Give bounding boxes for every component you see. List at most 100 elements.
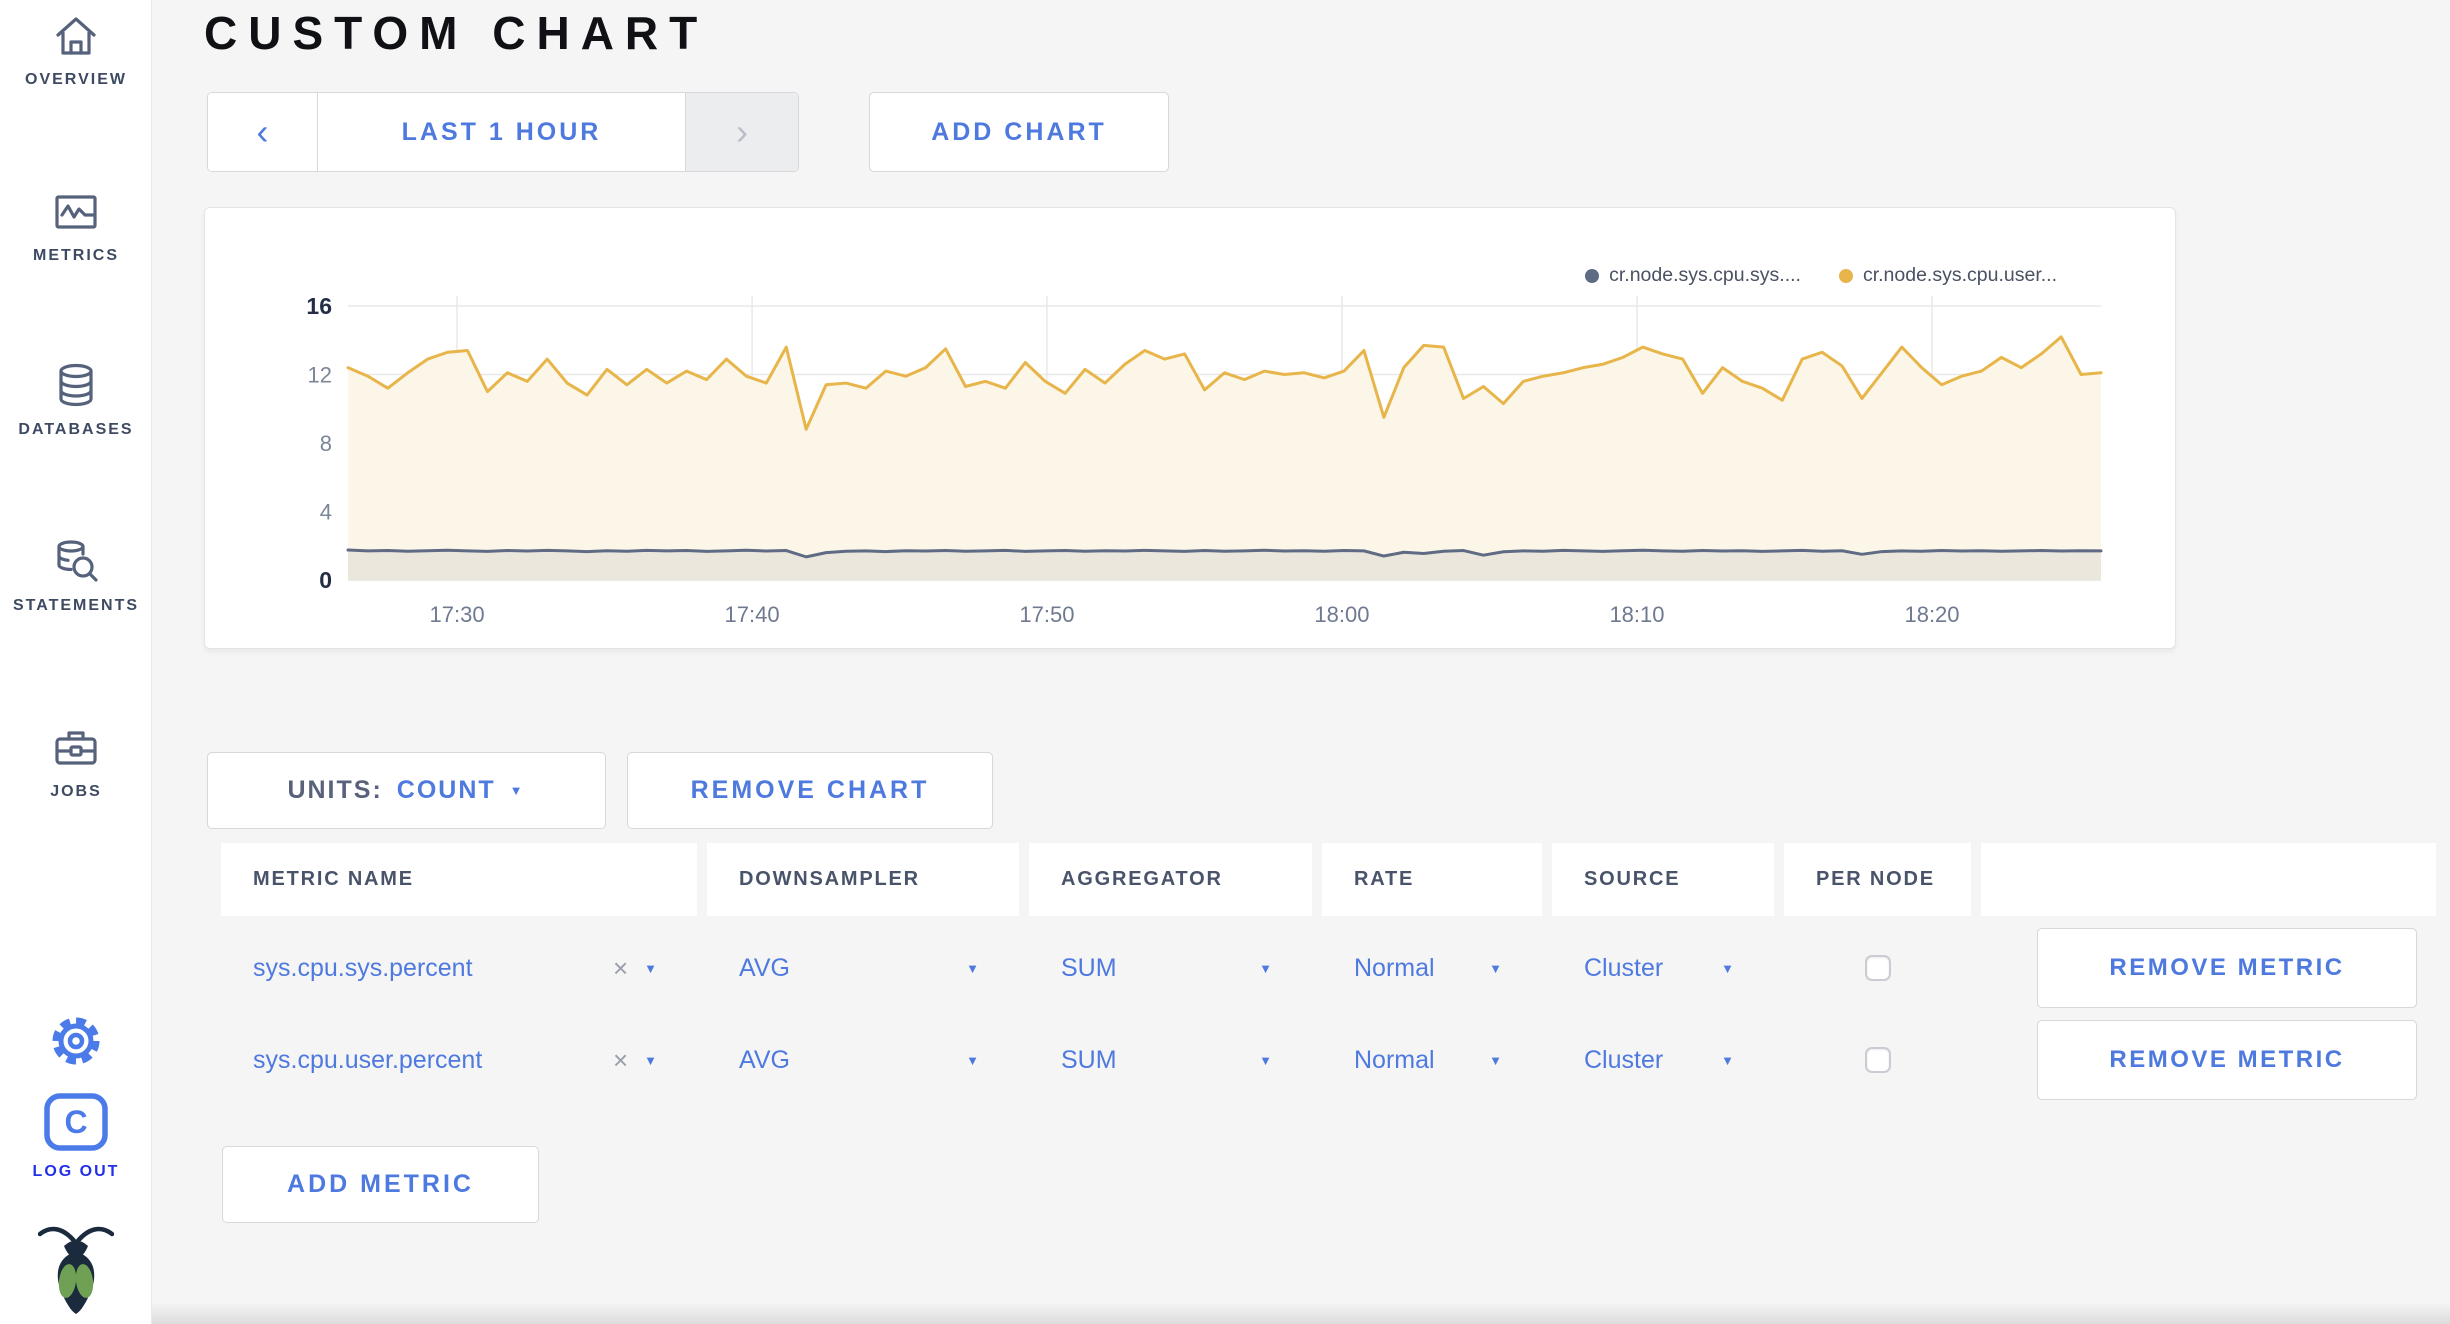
source-dropdown[interactable]: Cluster ▼ [1552,928,1774,1008]
table-row: sys.cpu.sys.percent × ▼ AVG ▼ SUM ▼ Norm… [221,928,2436,1008]
column-header-rate: RATE [1322,843,1542,916]
legend-dot-user [1838,268,1853,283]
remove-chart-button[interactable]: REMOVE CHART [627,752,993,829]
time-range-selector: ‹ LAST 1 HOUR › [207,92,799,172]
remove-metric-button[interactable]: REMOVE METRIC [2037,928,2417,1008]
svg-text:12: 12 [308,363,332,388]
chart-card: cr.node.sys.cpu.sys.... cr.node.sys.cpu.… [204,207,2176,649]
logout-icon: C [43,1092,109,1157]
sidebar-item-jobs[interactable]: JOBS [0,724,152,801]
column-header-aggregator: AGGREGATOR [1029,843,1312,916]
clear-metric-icon[interactable]: × [612,953,629,983]
time-range-label[interactable]: LAST 1 HOUR [401,117,602,146]
chart-legend: cr.node.sys.cpu.sys.... cr.node.sys.cpu.… [1585,264,2057,287]
svg-text:18:20: 18:20 [1904,602,1959,627]
time-range-prev-button[interactable]: ‹ [208,93,318,171]
metric-name-value[interactable]: sys.cpu.user.percent [253,1045,483,1074]
legend-label-sys: cr.node.sys.cpu.sys.... [1609,264,1801,286]
downsampler-value: AVG [739,1045,790,1074]
rate-dropdown[interactable]: Normal ▼ [1322,928,1542,1008]
chevron-down-icon: ▼ [1721,1052,1734,1068]
sidebar: OVERVIEW METRICS DATABASES [0,0,152,1324]
svg-text:16: 16 [306,293,332,319]
chevron-down-icon[interactable]: ▼ [644,960,657,976]
bottom-shadow [152,1302,2450,1324]
table-row: sys.cpu.user.percent × ▼ AVG ▼ SUM ▼ Nor… [221,1020,2436,1100]
metrics-line-chart[interactable]: 17:30 17:40 17:50 18:00 18:10 18:20 0 4 8 12 16 [205,208,2175,648]
source-dropdown[interactable]: Cluster ▼ [1552,1020,1774,1100]
chevron-down-icon: ▼ [1259,960,1272,976]
svg-text:18:00: 18:00 [1314,602,1369,627]
metric-table-header: METRIC NAME DOWNSAMPLER AGGREGATOR RATE … [221,843,2436,916]
cockroachdb-logo[interactable] [0,1222,152,1321]
column-header-metric-name: METRIC NAME [221,843,697,916]
legend-dot-sys [1585,268,1600,283]
aggregator-value: SUM [1061,953,1117,982]
statements-icon [52,538,100,591]
chevron-down-icon: ▼ [1721,960,1734,976]
metric-name-value[interactable]: sys.cpu.sys.percent [253,953,473,982]
svg-text:18:10: 18:10 [1609,602,1664,627]
column-header-actions [1981,843,2436,916]
rate-dropdown[interactable]: Normal ▼ [1322,1020,1542,1100]
add-chart-button[interactable]: ADD CHART [869,92,1169,172]
remove-metric-button[interactable]: REMOVE METRIC [2037,1020,2417,1100]
aggregator-value: SUM [1061,1045,1117,1074]
per-node-cell [1784,928,1971,1008]
downsampler-value: AVG [739,953,790,982]
cockroachdb-logo-icon [37,1222,115,1321]
add-metric-button[interactable]: ADD METRIC [222,1146,539,1223]
per-node-checkbox[interactable] [1864,1047,1891,1073]
aggregator-dropdown[interactable]: SUM ▼ [1029,1020,1312,1100]
clear-metric-icon[interactable]: × [612,1045,629,1075]
units-label: UNITS: [287,776,383,804]
metric-name-cell: sys.cpu.user.percent × ▼ [221,1020,697,1100]
sidebar-item-overview[interactable]: OVERVIEW [0,12,152,89]
aggregator-dropdown[interactable]: SUM ▼ [1029,928,1312,1008]
source-value: Cluster [1584,953,1664,982]
chevron-down-icon: ▼ [1489,960,1502,976]
sidebar-item-metrics[interactable]: METRICS [0,188,152,265]
column-header-source: SOURCE [1552,843,1774,916]
downsampler-dropdown[interactable]: AVG ▼ [707,928,1019,1008]
downsampler-dropdown[interactable]: AVG ▼ [707,1020,1019,1100]
time-range-next-button[interactable]: › [685,93,798,171]
svg-text:17:40: 17:40 [725,602,780,627]
sidebar-settings-button[interactable] [0,1014,152,1073]
sidebar-item-label: STATEMENTS [12,597,140,614]
rate-value: Normal [1354,953,1435,982]
svg-text:17:30: 17:30 [430,602,485,627]
svg-text:4: 4 [320,500,332,525]
rate-value: Normal [1354,1045,1435,1074]
svg-text:8: 8 [320,431,332,456]
per-node-cell [1784,1020,1971,1100]
actions-cell: REMOVE METRIC [1981,928,2436,1008]
sidebar-item-label: OVERVIEW [25,71,127,88]
sidebar-item-label: DATABASES [18,421,134,438]
sidebar-item-databases[interactable]: DATABASES [0,362,152,439]
sidebar-item-statements[interactable]: STATEMENTS [0,538,152,615]
chevron-down-icon: ▼ [966,960,979,976]
units-value: COUNT [396,776,496,804]
column-header-downsampler: DOWNSAMPLER [707,843,1019,916]
legend-item-user[interactable]: cr.node.sys.cpu.user... [1838,264,2057,287]
svg-text:0: 0 [319,567,332,593]
sidebar-item-label: METRICS [33,247,119,264]
chevron-down-icon[interactable]: ▼ [644,1052,657,1068]
units-dropdown[interactable]: UNITS: COUNT ▼ [207,752,606,829]
metrics-icon [52,188,100,241]
per-node-checkbox[interactable] [1864,955,1891,981]
chevron-down-icon: ▼ [509,783,526,798]
chevron-down-icon: ▼ [1489,1052,1502,1068]
chevron-down-icon: ▼ [966,1052,979,1068]
home-icon [52,12,100,65]
jobs-icon [52,724,100,777]
chevron-right-icon: › [736,111,748,152]
sidebar-logout-button[interactable]: C LOG OUT [0,1092,152,1181]
source-value: Cluster [1584,1045,1664,1074]
chevron-down-icon: ▼ [1259,1052,1272,1068]
metric-name-cell: sys.cpu.sys.percent × ▼ [221,928,697,1008]
svg-text:17:50: 17:50 [1019,602,1074,627]
legend-item-sys[interactable]: cr.node.sys.cpu.sys.... [1585,264,1801,287]
